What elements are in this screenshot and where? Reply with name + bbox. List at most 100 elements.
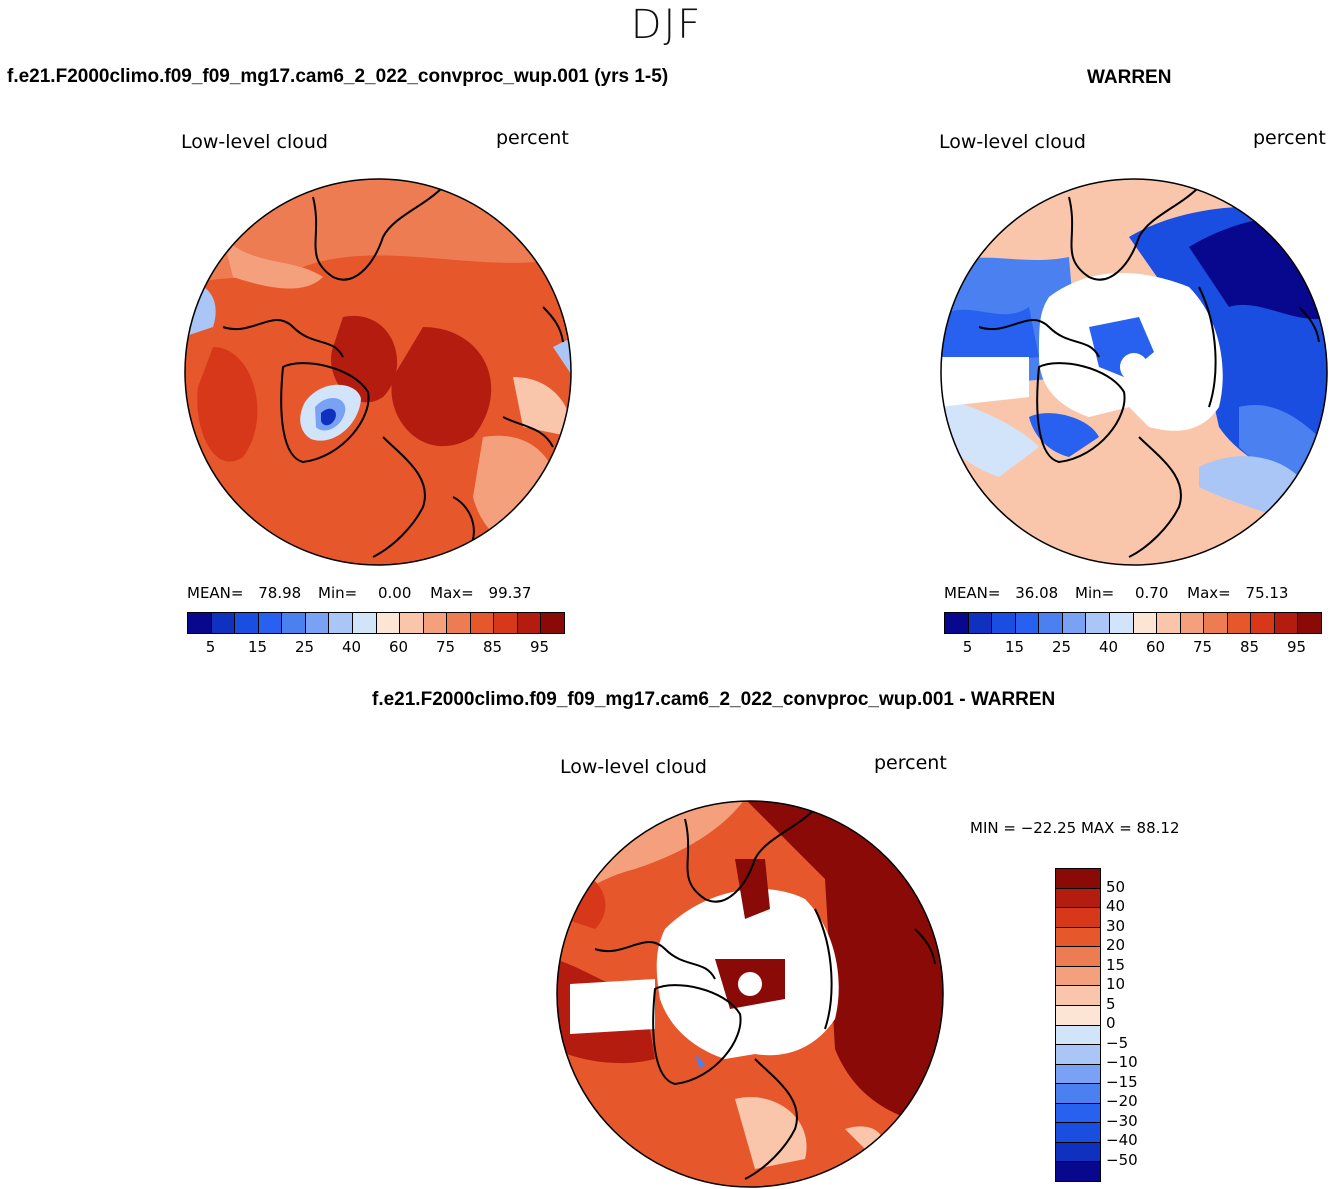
obs-colorbar-ticks: 5 15 25 40 60 75 85 95 xyxy=(944,638,1320,658)
colorbar-swatch xyxy=(991,613,1015,633)
colorbar-swatch xyxy=(540,613,564,633)
colorbar-swatch xyxy=(1056,965,1100,986)
colorbar-tick-label: 40 xyxy=(1098,638,1119,656)
diff-coastlines xyxy=(594,808,936,1180)
model-variable-label: Low-level cloud xyxy=(181,131,328,153)
colorbar-tick-label: 15 xyxy=(1004,638,1025,656)
model-max-value: 99.37 xyxy=(488,584,532,602)
colorbar-tick-label: 0 xyxy=(1106,1014,1116,1032)
model-max-label: Max= xyxy=(430,584,474,602)
colorbar-swatch xyxy=(1108,613,1133,633)
obs-colorbar xyxy=(944,612,1322,634)
colorbar-swatch xyxy=(945,613,968,633)
colorbar-swatch xyxy=(1056,1122,1100,1142)
colorbar-tick-label: 40 xyxy=(1106,897,1126,915)
colorbar-tick-label: 15 xyxy=(247,638,268,656)
obs-polar-map xyxy=(940,178,1328,566)
model-mean-value: 78.98 xyxy=(258,584,302,602)
colorbar-tick-label: 5 xyxy=(962,638,973,656)
colorbar-swatch xyxy=(469,613,494,633)
colorbar-swatch xyxy=(1056,1083,1100,1103)
obs-title: WARREN xyxy=(1087,67,1172,88)
colorbar-swatch xyxy=(210,613,235,633)
model-map-border xyxy=(184,178,572,566)
colorbar-swatch xyxy=(1056,946,1100,966)
colorbar-tick-label: 30 xyxy=(1106,916,1126,935)
colorbar-swatch xyxy=(1056,926,1100,947)
colorbar-swatch xyxy=(1273,613,1298,633)
model-field-arctic xyxy=(391,327,492,447)
colorbar-swatch xyxy=(1056,1024,1100,1045)
colorbar-swatch xyxy=(1061,613,1086,633)
colorbar-swatch xyxy=(422,613,447,633)
colorbar-swatch xyxy=(188,613,211,633)
colorbar-tick-label: 60 xyxy=(388,638,409,656)
colorbar-swatch xyxy=(1297,613,1321,633)
colorbar-tick-label: 10 xyxy=(1106,975,1126,993)
colorbar-tick-label: 85 xyxy=(482,638,503,656)
colorbar-tick-label: 20 xyxy=(1106,936,1126,954)
colorbar-swatch xyxy=(1056,869,1100,888)
obs-coastlines xyxy=(978,186,1320,558)
diff-title: f.e21.F2000climo.f09_f09_mg17.cam6_2_022… xyxy=(372,689,1056,710)
obs-min-label: Min= xyxy=(1075,584,1115,602)
colorbar-tick-label: −10 xyxy=(1106,1053,1138,1071)
colorbar-swatch xyxy=(1056,887,1100,908)
colorbar-swatch xyxy=(304,613,329,633)
colorbar-swatch xyxy=(1179,613,1204,633)
colorbar-tick-label: 15 xyxy=(1106,955,1126,974)
obs-mean-value: 36.08 xyxy=(1015,584,1059,602)
colorbar-swatch xyxy=(1014,613,1039,633)
obs-mean-label: MEAN= xyxy=(944,584,1001,602)
colorbar-tick-label: 85 xyxy=(1239,638,1260,656)
colorbar-swatch xyxy=(1056,1044,1100,1064)
diff-map-border xyxy=(556,800,944,1188)
colorbar-tick-label: −20 xyxy=(1106,1092,1138,1110)
diff-field-negative xyxy=(695,1054,705,1069)
colorbar-swatch xyxy=(1203,613,1227,633)
colorbar-tick-label: 5 xyxy=(1106,994,1116,1013)
colorbar-tick-label: 60 xyxy=(1145,638,1166,656)
colorbar-swatch xyxy=(446,613,470,633)
season-title: DJF xyxy=(630,2,703,48)
diff-units-label: percent xyxy=(874,752,947,774)
colorbar-swatch xyxy=(375,613,400,633)
colorbar-tick-label: −40 xyxy=(1106,1131,1138,1149)
model-colorbar-ticks: 5 15 25 40 60 75 85 95 xyxy=(187,638,563,658)
colorbar-swatch xyxy=(1056,1102,1100,1123)
model-field-patch xyxy=(223,237,323,289)
colorbar-tick-label: 40 xyxy=(341,638,362,656)
obs-max-label: Max= xyxy=(1187,584,1231,602)
colorbar-swatch xyxy=(328,613,352,633)
colorbar-swatch xyxy=(399,613,423,633)
colorbar-swatch xyxy=(234,613,258,633)
obs-map-border xyxy=(940,178,1328,566)
colorbar-tick-label: −15 xyxy=(1106,1072,1138,1091)
diff-polar-map xyxy=(556,800,944,1188)
colorbar-tick-label: 5 xyxy=(205,638,216,656)
colorbar-tick-label: −30 xyxy=(1106,1111,1138,1130)
colorbar-tick-label: 95 xyxy=(1286,638,1307,656)
colorbar-swatch xyxy=(257,613,282,633)
colorbar-swatch xyxy=(967,613,992,633)
colorbar-swatch xyxy=(516,613,541,633)
model-min-value: 0.00 xyxy=(377,584,412,602)
colorbar-swatch xyxy=(281,613,305,633)
colorbar-swatch xyxy=(1085,613,1109,633)
diff-range-text: MIN = −22.25 MAX = 88.12 xyxy=(970,819,1180,837)
colorbar-swatch xyxy=(1056,1004,1100,1025)
colorbar-swatch xyxy=(1056,985,1100,1005)
colorbar-swatch xyxy=(1226,613,1251,633)
obs-units-label: percent xyxy=(1253,127,1326,149)
colorbar-swatch xyxy=(1056,907,1100,927)
model-colorbar xyxy=(187,612,565,634)
colorbar-swatch xyxy=(351,613,376,633)
model-polar-map xyxy=(184,178,572,566)
colorbar-tick-label: −50 xyxy=(1106,1150,1138,1169)
colorbar-swatch xyxy=(1038,613,1062,633)
colorbar-swatch xyxy=(1132,613,1157,633)
obs-max-value: 75.13 xyxy=(1245,584,1289,602)
colorbar-swatch xyxy=(1056,1161,1100,1181)
model-stats: MEAN= 78.98 Min= 0.00 Max= 99.37 xyxy=(187,584,531,602)
diff-field-eurasia xyxy=(745,801,943,1129)
